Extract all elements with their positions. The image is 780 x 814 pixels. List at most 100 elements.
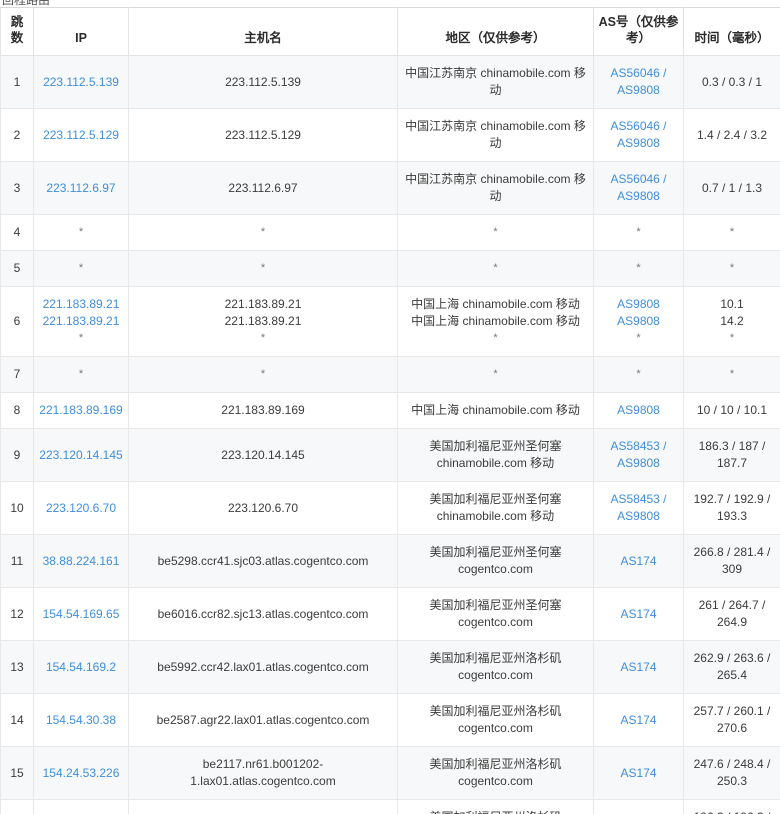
ip-link[interactable]: 223.120.14.145 xyxy=(39,447,123,462)
no-response-marker: * xyxy=(260,226,266,238)
cell-ip[interactable]: 154.54.169.65 xyxy=(33,587,129,641)
as-link[interactable]: AS9808 xyxy=(617,456,660,470)
cell-ip[interactable]: 223.112.6.97 xyxy=(33,161,129,215)
cell-as[interactable]: AS58453 / AS9808 xyxy=(593,481,684,535)
ip-link[interactable]: 223.112.5.139 xyxy=(43,74,119,89)
geo-text: 中国江苏南京 chinamobile.com 移动 xyxy=(405,119,586,150)
cell-ip[interactable]: 223.112.5.129 xyxy=(33,108,129,162)
as-link[interactable]: AS56046 / xyxy=(610,119,667,133)
cell-ip[interactable]: 154.24.53.226 xyxy=(33,746,129,800)
cell-time: 10.1 14.2 * xyxy=(683,286,780,357)
hostname-text: 221.183.89.21 xyxy=(224,297,302,311)
cell-hop: 5 xyxy=(0,250,34,287)
time-text: 257.7 / 260.1 / xyxy=(693,704,771,718)
ip-link[interactable]: 221.183.89.169 xyxy=(39,403,123,417)
time-text: 309 xyxy=(721,562,743,576)
as-link[interactable]: AS9808 xyxy=(617,297,660,311)
cell-hostname: * xyxy=(128,214,398,251)
as-link[interactable]: AS174 xyxy=(620,765,657,780)
cell-geo: 中国江苏南京 chinamobile.com 移动 xyxy=(397,55,594,109)
cell-ip: * xyxy=(33,214,129,251)
geo-text: 美国加利福尼亚州洛杉矶 xyxy=(429,651,562,665)
cell-ip[interactable]: 223.112.5.139 xyxy=(33,55,129,109)
cell-ip[interactable]: 223.120.6.70 xyxy=(33,481,129,535)
table-row: 5 * * * * * xyxy=(0,250,780,287)
cell-time: 196.3 / 196.3 /197.1 xyxy=(683,799,780,814)
cell-ip[interactable]: 154.54.30.38 xyxy=(33,693,129,747)
cell-as[interactable]: AS174 xyxy=(593,587,684,641)
no-response-marker: * xyxy=(78,262,84,274)
hostname-text: be6016.ccr82.sjc13.atlas.cogentco.com xyxy=(157,606,369,621)
cell-time: 0.3 / 0.3 / 1 xyxy=(683,55,780,109)
cell-as: * xyxy=(593,356,684,393)
table-row: 3 223.112.6.97 223.112.6.97 中国江苏南京 chinamob… xyxy=(0,161,780,215)
ip-link[interactable]: 154.54.169.65 xyxy=(42,606,120,621)
column-header-geo: 地区（仅供参考） xyxy=(397,7,594,56)
as-link[interactable]: AS56046 / xyxy=(610,172,667,186)
as-link[interactable]: AS174 xyxy=(620,606,657,621)
cell-as[interactable]: AS174 xyxy=(593,693,684,747)
cell-geo: 美国加利福尼亚州圣何塞 cogentco.com xyxy=(397,587,594,641)
geo-text: 美国加利福尼亚州圣何塞 xyxy=(429,598,562,612)
cell-as[interactable]: AS56046 / AS9808 xyxy=(593,55,684,109)
time-text: 0.3 / 0.3 / 1 xyxy=(701,74,763,89)
hostname-text: 223.120.14.145 xyxy=(221,447,305,462)
table-row: 9 223.120.14.145 223.120.14.145 美国加利福尼亚州圣何塞… xyxy=(0,428,780,482)
cell-hop: 13 xyxy=(0,640,34,694)
time-text: 10.1 xyxy=(720,297,744,311)
cell-time: 257.7 / 260.1 / 270.6 xyxy=(683,693,780,747)
as-link[interactable]: AS9808 xyxy=(617,189,660,203)
cell-ip[interactable]: 38.104.230.199 xyxy=(33,799,129,814)
cell-hop: 2 xyxy=(0,108,34,162)
geo-text: 美国加利福尼亚州圣何塞 xyxy=(429,439,562,453)
hostname-text: 221.183.89.21 xyxy=(224,314,302,328)
cell-as[interactable]: AS56046 / AS9808 xyxy=(593,108,684,162)
as-link[interactable]: AS9808 xyxy=(617,403,660,417)
cell-as[interactable]: AS174 xyxy=(593,799,684,814)
cell-as[interactable]: AS9808 AS9808 * xyxy=(593,286,684,357)
as-link[interactable]: AS9808 xyxy=(617,509,660,523)
cell-hop: 14 xyxy=(0,693,34,747)
ip-link[interactable]: 38.88.224.161 xyxy=(42,553,120,568)
cell-ip[interactable]: 154.54.169.2 xyxy=(33,640,129,694)
cell-geo: 美国加利福尼亚州圣何塞 cogentco.com xyxy=(397,534,594,588)
ip-link[interactable]: 221.183.89.21 xyxy=(42,314,120,328)
cell-as[interactable]: AS9808 xyxy=(593,392,684,429)
as-link[interactable]: AS174 xyxy=(620,712,657,727)
ip-link[interactable]: 154.24.53.226 xyxy=(42,765,120,780)
cell-ip[interactable]: 223.120.14.145 xyxy=(33,428,129,482)
cell-as[interactable]: AS58453 / AS9808 xyxy=(593,428,684,482)
as-link[interactable]: AS9808 xyxy=(617,83,660,97)
as-link[interactable]: AS9808 xyxy=(617,136,660,150)
cell-time: 262.9 / 263.6 / 265.4 xyxy=(683,640,780,694)
as-link[interactable]: AS174 xyxy=(620,659,657,674)
cell-ip[interactable]: 221.183.89.21 221.183.89.21 * xyxy=(33,286,129,357)
as-link[interactable]: AS56046 / xyxy=(610,66,667,80)
ip-link[interactable]: 154.54.30.38 xyxy=(45,712,117,727)
ip-link[interactable]: 223.112.5.129 xyxy=(43,127,119,142)
hostname-text: be2117.nr61.b001202-1.lax01.atlas.cogent… xyxy=(190,757,336,788)
as-link[interactable]: AS58453 / xyxy=(610,492,667,506)
as-link[interactable]: AS174 xyxy=(620,553,657,568)
ip-link[interactable]: 223.120.6.70 xyxy=(45,500,117,515)
cell-as[interactable]: AS174 xyxy=(593,534,684,588)
time-text: 187.7 xyxy=(716,456,748,470)
cell-hop: 1 xyxy=(0,55,34,109)
cell-geo: * xyxy=(397,250,594,287)
cell-as[interactable]: AS174 xyxy=(593,640,684,694)
caption-fragment: 回程路由 xyxy=(0,0,780,7)
ip-link[interactable]: 154.54.169.2 xyxy=(45,659,117,674)
column-header-ip: IP xyxy=(33,7,129,56)
cell-time: 266.8 / 281.4 / 309 xyxy=(683,534,780,588)
ip-link[interactable]: 223.112.6.97 xyxy=(46,180,116,195)
geo-text: 美国加利福尼亚州洛杉矶 xyxy=(429,757,562,771)
cell-as[interactable]: AS56046 / AS9808 xyxy=(593,161,684,215)
cell-geo: 中国上海 chinamobile.com 移动 xyxy=(397,392,594,429)
cell-as[interactable]: AS174 xyxy=(593,746,684,800)
as-link[interactable]: AS58453 / xyxy=(610,439,667,453)
ip-link[interactable]: 221.183.89.21 xyxy=(42,297,120,311)
as-link[interactable]: AS9808 xyxy=(617,314,660,328)
cell-ip[interactable]: 221.183.89.169 xyxy=(33,392,129,429)
cell-hostname: * xyxy=(128,250,398,287)
cell-ip[interactable]: 38.88.224.161 xyxy=(33,534,129,588)
